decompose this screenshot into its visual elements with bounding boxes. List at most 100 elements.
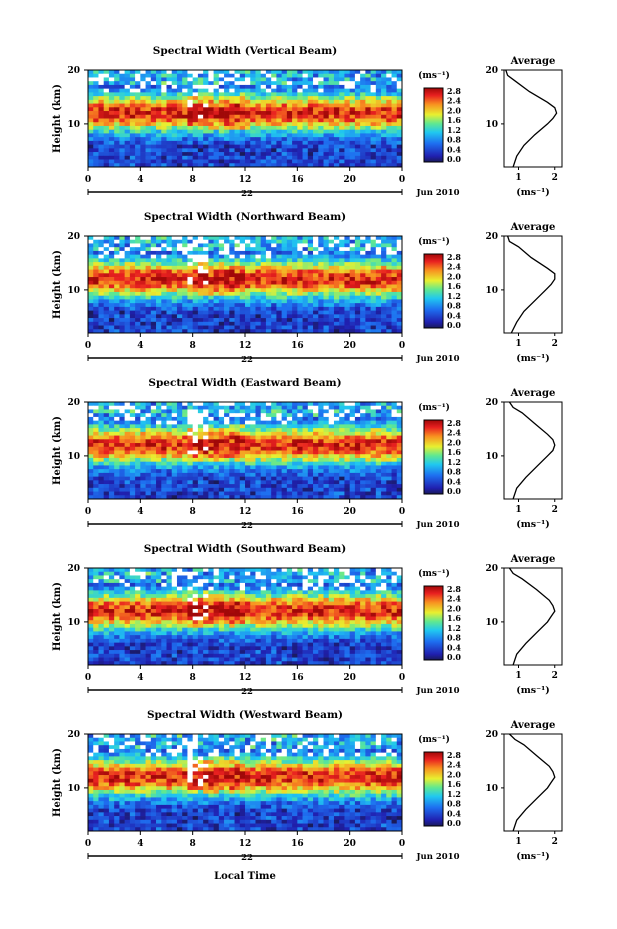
heatmap-cell xyxy=(145,280,152,285)
heatmap-cell xyxy=(88,454,94,459)
heatmap-cell xyxy=(161,277,167,282)
heatmap-cell xyxy=(344,325,351,330)
heatmap-cell xyxy=(339,487,345,492)
heatmap-cell xyxy=(265,402,272,407)
heatmap-cell xyxy=(307,129,314,134)
heatmap-cell xyxy=(171,144,178,149)
heatmap-cell xyxy=(323,99,330,104)
heatmap-cell xyxy=(260,568,267,573)
heatmap-cell xyxy=(265,125,272,131)
heatmap-cell xyxy=(182,254,188,259)
heatmap-cell xyxy=(213,280,220,285)
heatmap-cell xyxy=(145,469,152,474)
heatmap-cell xyxy=(292,575,298,580)
heatmap-cell xyxy=(166,92,173,97)
y-axis-label: Height (km) xyxy=(52,84,63,153)
heatmap-cell xyxy=(318,571,324,576)
heatmap-cell xyxy=(114,424,120,429)
heatmap-cell xyxy=(224,472,230,477)
heatmap-cell xyxy=(297,428,303,433)
heatmap-cell xyxy=(218,111,225,116)
heatmap-cell xyxy=(229,159,235,164)
heatmap-cell xyxy=(255,96,262,101)
heatmap-cell xyxy=(281,465,288,470)
heatmap-cell xyxy=(108,122,115,127)
heatmap-cell xyxy=(203,431,209,436)
heatmap-cell xyxy=(129,277,136,282)
heatmap-cell xyxy=(103,239,110,244)
heatmap-cell xyxy=(370,461,377,466)
heatmap-cell xyxy=(98,118,105,123)
heatmap-cell xyxy=(197,409,204,414)
heatmap-cell xyxy=(234,111,241,116)
heatmap-cell xyxy=(381,450,387,455)
heatmap-cell xyxy=(323,88,330,93)
heatmap-cell xyxy=(124,457,131,463)
heatmap-cell xyxy=(161,431,167,436)
heatmap-cell xyxy=(203,284,209,289)
heatmap-cell xyxy=(333,405,340,410)
heatmap-cell xyxy=(360,325,366,330)
heatmap-cell xyxy=(333,118,340,123)
heatmap-cell xyxy=(203,159,209,164)
heatmap-cell xyxy=(396,306,403,311)
heatmap-cell xyxy=(318,428,324,433)
heatmap-cell xyxy=(98,125,105,131)
heatmap-cell xyxy=(281,431,288,436)
heatmap-cell xyxy=(391,144,398,149)
heatmap-cell xyxy=(114,469,120,474)
heatmap-cell xyxy=(166,491,173,496)
heatmap-cell xyxy=(302,443,309,448)
heatmap xyxy=(88,568,403,666)
heatmap-cell xyxy=(276,262,282,267)
heatmap-cell xyxy=(150,321,157,326)
heatmap-cell xyxy=(229,265,235,270)
heatmap-cell xyxy=(307,495,314,500)
heatmap-cell xyxy=(187,484,194,489)
heatmap-cell xyxy=(323,409,330,414)
heatmap-cell xyxy=(156,239,162,244)
heatmap-cell xyxy=(103,250,110,255)
heatmap-cell xyxy=(391,114,398,119)
heatmap-cell xyxy=(187,314,194,319)
heatmap-cell xyxy=(213,103,220,108)
heatmap-cell xyxy=(349,476,356,481)
heatmap-cell xyxy=(156,461,162,466)
heatmap-cell xyxy=(135,254,141,259)
heatmap-cell xyxy=(234,409,241,414)
heatmap-cell xyxy=(182,439,188,444)
heatmap-cell xyxy=(250,314,256,319)
heatmap-cell xyxy=(365,137,371,142)
heatmap-cell xyxy=(208,254,214,259)
heatmap-cell xyxy=(208,137,214,142)
heatmap-cell xyxy=(234,413,241,418)
heatmap-cell xyxy=(88,428,94,433)
heatmap-cell xyxy=(271,133,277,138)
heatmap-cell xyxy=(119,420,125,425)
heatmap-cell xyxy=(239,405,246,410)
heatmap-cell xyxy=(375,439,382,444)
heatmap-cell xyxy=(318,262,324,267)
heatmap xyxy=(88,402,403,500)
heatmap-cell xyxy=(281,416,288,421)
heatmap-cell xyxy=(171,413,178,418)
heatmap-cell xyxy=(129,148,136,153)
heatmap-cell xyxy=(250,81,256,86)
heatmap-cell xyxy=(245,273,251,278)
heatmap-cell xyxy=(187,329,194,334)
heatmap-cell xyxy=(161,325,167,330)
heatmap-cell xyxy=(124,420,131,425)
heatmap-cell xyxy=(192,250,199,255)
heatmap-cell xyxy=(140,243,146,248)
heatmap-cell xyxy=(176,568,183,573)
heatmap-cell xyxy=(286,446,293,451)
heatmap-cell xyxy=(176,159,183,164)
heatmap-cell xyxy=(307,480,314,485)
heatmap-cell xyxy=(224,446,230,451)
heatmap-cell xyxy=(328,420,335,425)
heatmap-cell xyxy=(286,81,293,86)
heatmap-cell xyxy=(150,103,157,108)
heatmap-cell xyxy=(114,81,120,86)
heatmap-cell xyxy=(281,325,288,330)
heatmap-cell xyxy=(150,262,157,267)
